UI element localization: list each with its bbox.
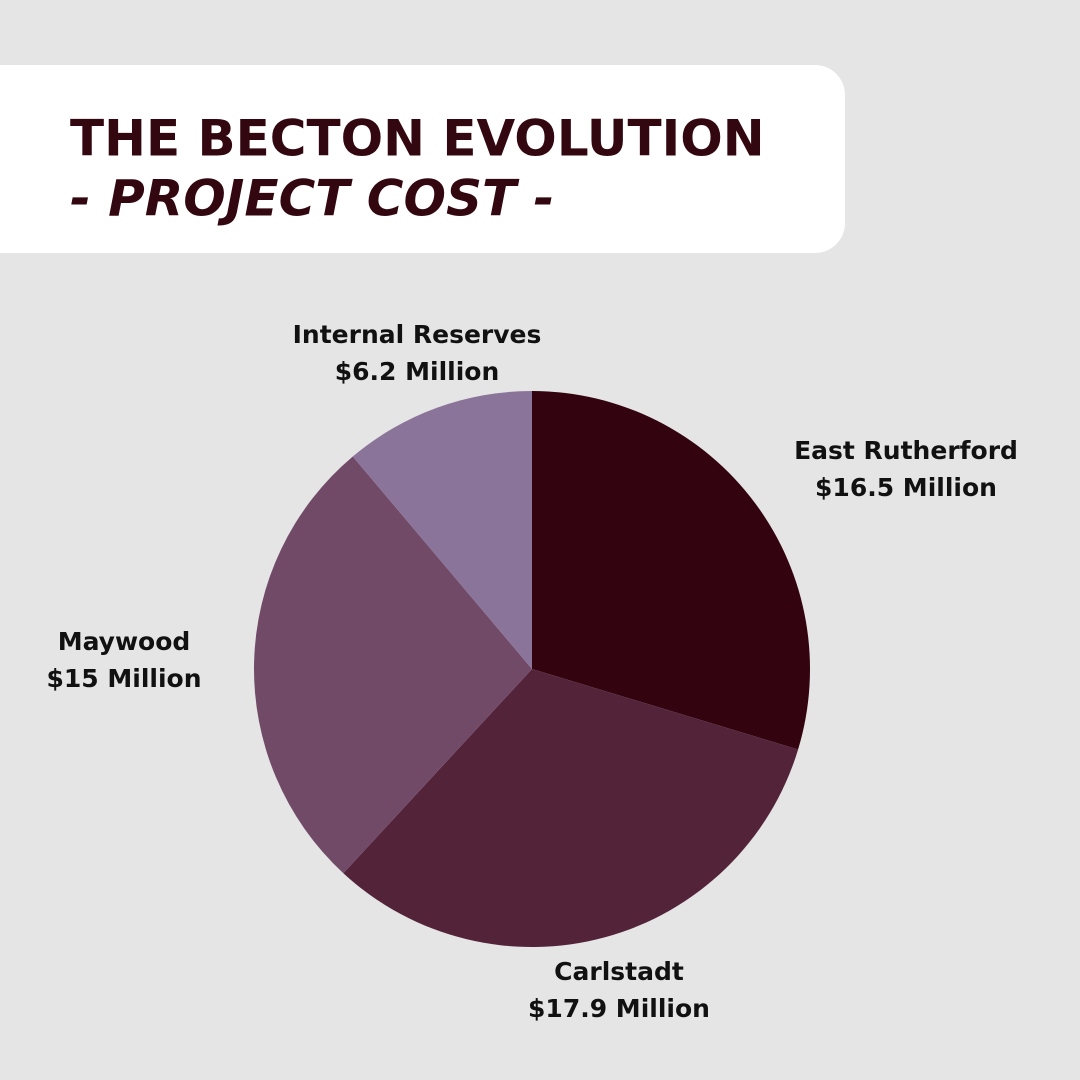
slice-value-label: $17.9 Million [528, 994, 710, 1023]
pie-slice [343, 669, 799, 947]
chart-subtitle: - PROJECT COST - [70, 170, 554, 228]
pie-slice [254, 456, 532, 874]
title-card [0, 65, 845, 253]
slice-value-label: $16.5 Million [815, 473, 997, 502]
slice-label: Maywood [58, 627, 191, 656]
pie-slice [532, 391, 810, 750]
slice-label: East Rutherford [794, 436, 1018, 465]
slice-label: Internal Reserves [293, 320, 542, 349]
slice-value-label: $15 Million [46, 664, 201, 693]
chart-title: THE BECTON EVOLUTION [70, 110, 765, 168]
slice-value-label: $6.2 Million [335, 357, 500, 386]
pie-slice [352, 391, 532, 669]
slice-label: Carlstadt [554, 957, 684, 986]
